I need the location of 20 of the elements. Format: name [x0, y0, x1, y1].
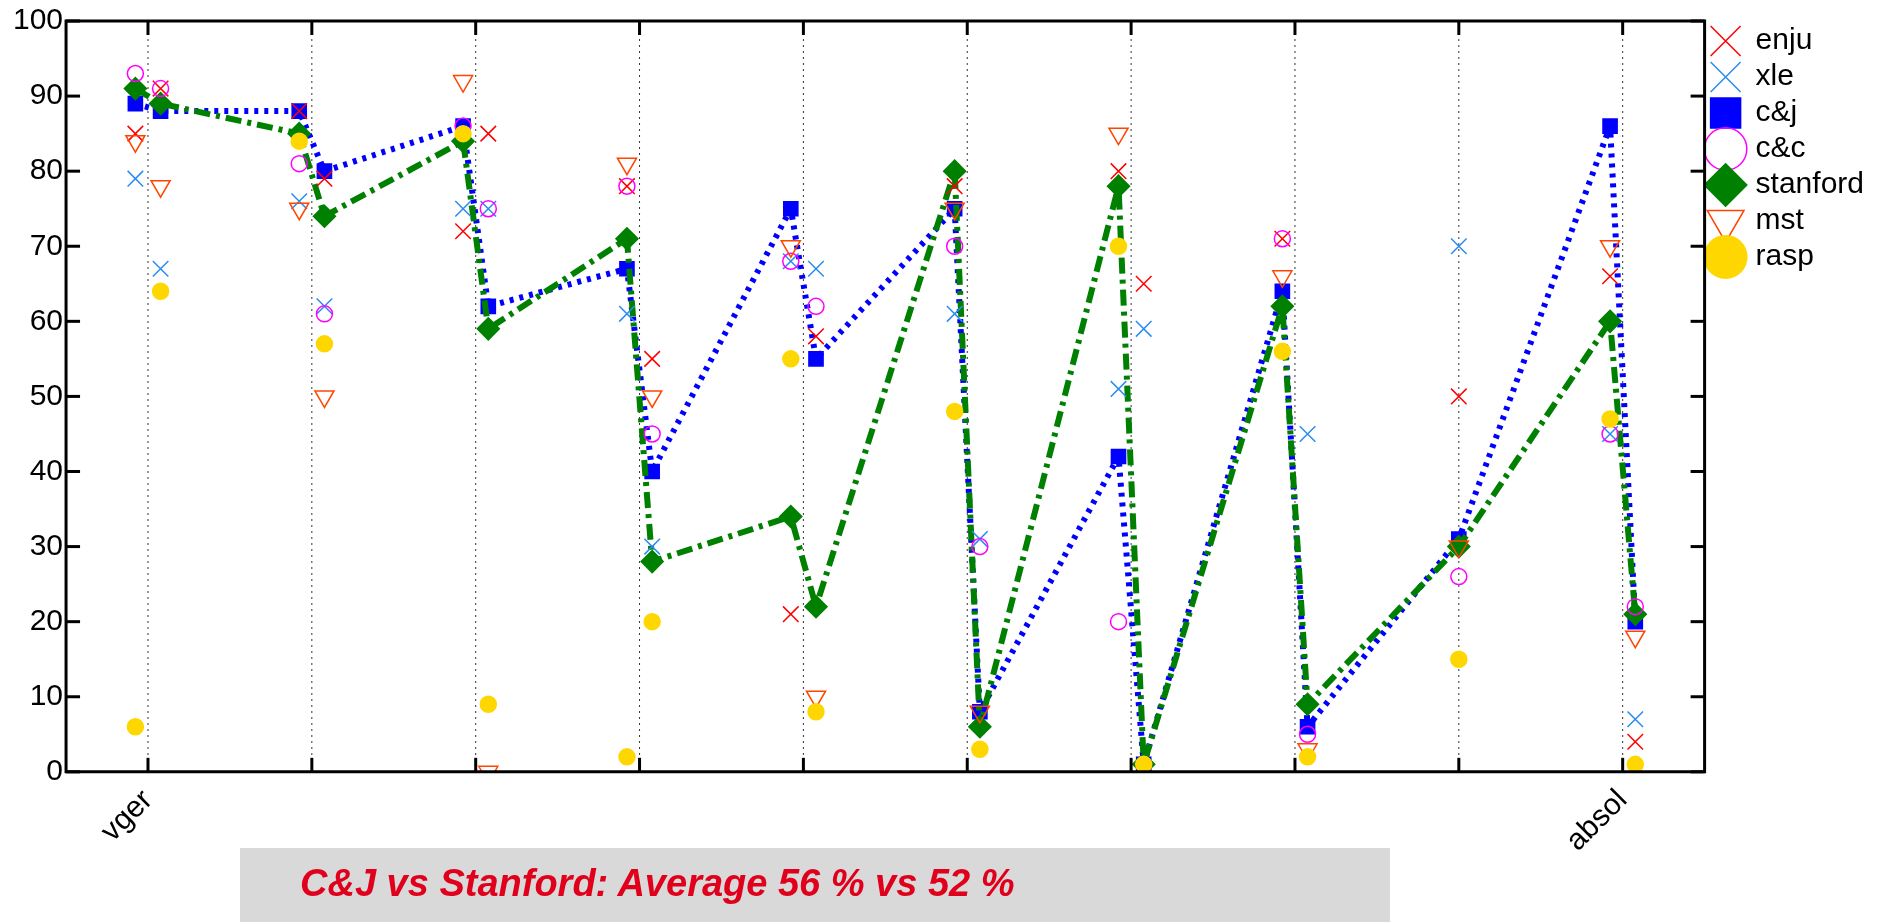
legend-label: mst [1755, 202, 1805, 236]
legend-label: enju [1755, 22, 1813, 56]
y-tick-label: 10 [29, 678, 64, 712]
caption-box: C&J vs Stanford: Average 56 % vs 52 % [240, 848, 1390, 922]
y-tick-label: 0 [46, 753, 64, 787]
legend-label: rasp [1755, 238, 1814, 272]
y-tick-label: 80 [29, 152, 64, 186]
y-tick-label: 30 [29, 527, 64, 561]
y-tick-label: 60 [29, 302, 64, 336]
y-tick-label: 50 [29, 377, 64, 411]
y-tick-label: 100 [12, 2, 64, 36]
y-tick-label: 90 [29, 77, 64, 111]
legend-label: c&c [1755, 130, 1806, 164]
y-tick-label: 20 [29, 602, 64, 636]
x-tick-label: vger [93, 782, 159, 847]
legend-label: c&j [1755, 94, 1798, 128]
legend-label: stanford [1755, 166, 1865, 200]
y-tick-label: 70 [29, 227, 64, 261]
y-tick-label: 40 [29, 452, 64, 486]
legend-label: xle [1755, 58, 1794, 92]
